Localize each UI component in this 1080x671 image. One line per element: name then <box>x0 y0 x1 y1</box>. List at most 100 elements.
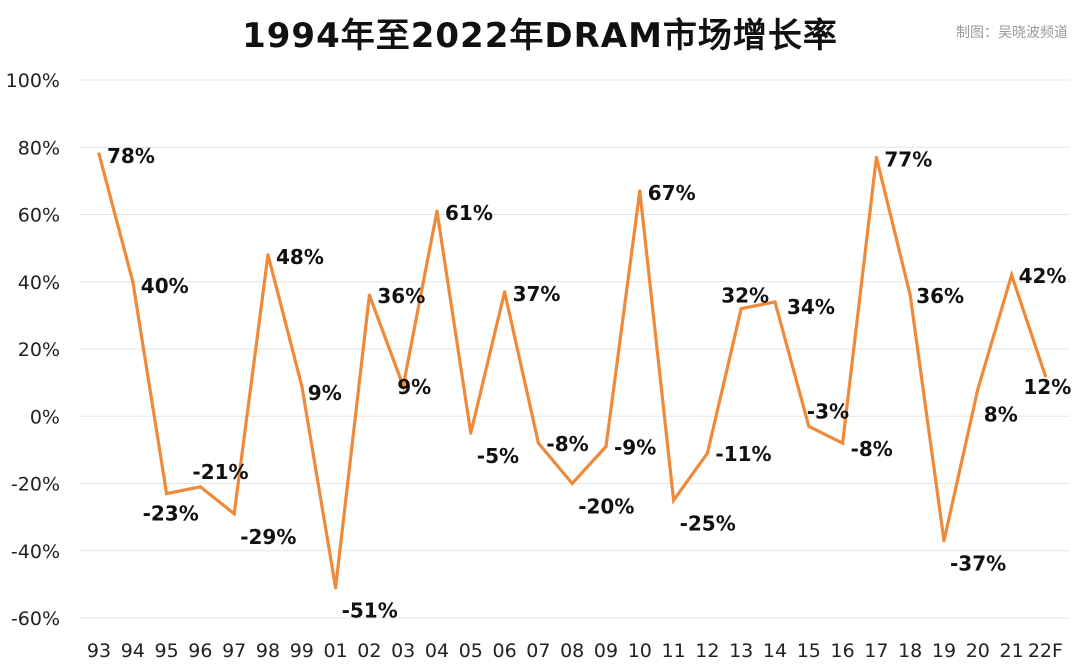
series-line-group <box>97 152 1047 590</box>
data-point <box>604 444 608 449</box>
data-label: -11% <box>715 442 771 466</box>
data-label: 32% <box>721 284 769 308</box>
y-axis-ticks: 100% 80% 60% 40% 20% 0% -20% -40% -60% <box>6 70 60 630</box>
data-point <box>1010 273 1014 277</box>
data-point <box>131 280 135 284</box>
data-point <box>503 290 507 294</box>
data-label: 42% <box>1019 264 1067 288</box>
data-labels: 78% 40% -23% -21% -29% 48% 9% -51% 36% 9% 61% -5% 37… <box>107 144 1071 623</box>
data-point <box>570 481 574 486</box>
data-label: -51% <box>342 599 398 623</box>
data-label: -20% <box>578 495 634 519</box>
x-tick-label: 14 <box>763 640 787 662</box>
data-label: 61% <box>445 201 493 225</box>
data-point <box>198 485 202 489</box>
gridlines <box>80 79 1070 619</box>
x-tick-label: 96 <box>188 640 212 662</box>
x-tick-label: 11 <box>662 640 686 662</box>
data-label: -9% <box>614 436 656 460</box>
data-label: 36% <box>916 284 964 308</box>
data-label: 48% <box>276 245 324 269</box>
data-point <box>942 539 946 543</box>
x-tick-label: 16 <box>831 640 855 662</box>
data-label: 8% <box>984 402 1018 426</box>
x-tick-label: 01 <box>324 640 348 662</box>
data-point <box>841 441 845 445</box>
data-point <box>435 209 439 213</box>
y-tick-label: 20% <box>18 339 60 361</box>
x-tick-label: 02 <box>357 640 381 662</box>
data-label: 37% <box>513 282 561 306</box>
x-tick-label: 12 <box>695 640 719 662</box>
data-point <box>165 491 169 496</box>
x-axis-ticks: 93 94 95 96 97 98 99 01 02 03 04 05 06 07 08 09 10 11 12 13… <box>87 640 1063 662</box>
data-point <box>401 384 405 388</box>
data-point <box>300 384 304 388</box>
y-tick-label: 40% <box>18 272 60 294</box>
data-label: -25% <box>680 511 736 535</box>
data-point <box>97 152 101 156</box>
data-label: -37% <box>950 552 1006 576</box>
x-tick-label: 05 <box>459 640 483 662</box>
data-label: -8% <box>546 432 588 456</box>
data-point <box>469 431 473 435</box>
x-tick-label: 06 <box>493 640 517 662</box>
data-point <box>807 424 811 428</box>
x-tick-label: 08 <box>560 640 584 662</box>
data-label: -5% <box>477 444 519 468</box>
data-point <box>739 307 743 311</box>
x-tick-label: 99 <box>290 640 314 662</box>
x-tick-label: 97 <box>222 640 246 662</box>
y-tick-label: 60% <box>18 205 60 227</box>
y-tick-label: 80% <box>18 137 60 159</box>
chart-title: 1994年至2022年DRAM市场增长率 <box>242 16 838 56</box>
y-tick-label: 100% <box>6 70 60 92</box>
data-label: -8% <box>851 437 893 461</box>
x-tick-label: 94 <box>121 640 145 662</box>
x-tick-label: 03 <box>391 640 415 662</box>
data-point <box>672 498 676 502</box>
x-tick-label: 22F <box>1028 640 1063 662</box>
data-label: 78% <box>107 144 155 168</box>
series-line <box>97 153 1047 589</box>
y-tick-label: 0% <box>30 406 60 428</box>
data-point <box>773 300 777 304</box>
x-tick-label: 09 <box>594 640 618 662</box>
x-tick-label: 19 <box>932 640 956 662</box>
data-point <box>705 451 710 455</box>
data-point <box>536 441 541 445</box>
data-label: -21% <box>192 460 248 484</box>
data-label: -29% <box>240 525 296 549</box>
data-point <box>266 253 270 257</box>
x-tick-label: 13 <box>729 640 753 662</box>
data-label: 77% <box>884 147 932 171</box>
data-point <box>908 293 912 297</box>
y-tick-label: -40% <box>11 541 60 563</box>
x-tick-label: 93 <box>87 640 111 662</box>
data-label: 12% <box>1023 375 1071 399</box>
x-tick-label: 18 <box>898 640 922 662</box>
data-label: 40% <box>141 274 189 298</box>
data-label: 36% <box>377 284 425 308</box>
x-tick-label: 04 <box>425 640 449 662</box>
data-label: 9% <box>308 381 342 405</box>
data-point <box>638 189 642 193</box>
data-point <box>1043 374 1047 378</box>
data-point <box>874 155 879 159</box>
data-label: 9% <box>397 375 431 399</box>
x-tick-label: 21 <box>1000 640 1024 662</box>
y-tick-label: -20% <box>11 474 60 496</box>
x-tick-label: 15 <box>797 640 821 662</box>
data-label: 67% <box>648 181 696 205</box>
x-tick-label: 20 <box>966 640 990 662</box>
x-tick-label: 98 <box>256 640 280 662</box>
data-label: -23% <box>143 502 199 526</box>
data-label: -3% <box>807 399 849 423</box>
data-point <box>367 293 371 297</box>
data-point <box>334 586 338 590</box>
credit-text: 制图：吴晓波频道 <box>956 25 1068 41</box>
y-tick-label: -60% <box>11 608 60 630</box>
data-label: 34% <box>787 295 835 319</box>
data-point <box>232 512 236 516</box>
